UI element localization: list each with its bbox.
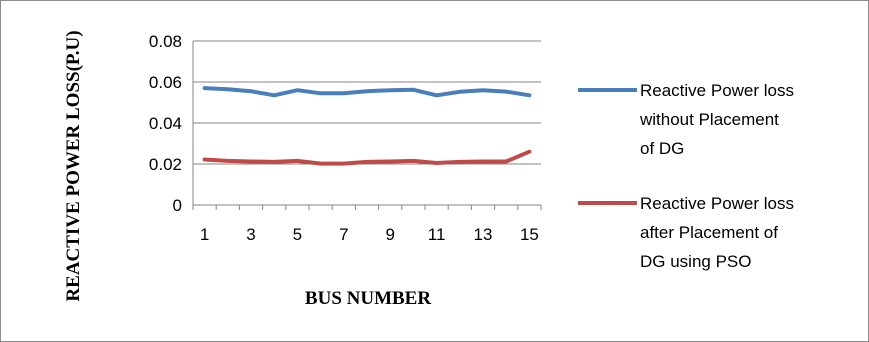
x-tick-label: 1 <box>200 225 209 244</box>
x-tick-label: 9 <box>385 225 394 244</box>
legend-label: of DG <box>640 139 684 158</box>
x-tick-label: 7 <box>339 225 348 244</box>
x-tick-label: 11 <box>428 225 446 244</box>
axes <box>192 41 542 210</box>
y-tick-label: 0.08 <box>149 32 182 51</box>
legend-label: Reactive Power loss <box>640 81 794 100</box>
legend-label: DG using PSO <box>640 252 752 271</box>
series-line-1 <box>202 86 532 98</box>
y-tick-label: 0 <box>173 196 182 215</box>
y-tick-label: 0.02 <box>149 155 182 174</box>
x-tick-label: 3 <box>246 225 255 244</box>
x-axis-title: BUS NUMBER <box>305 288 431 309</box>
legend-label: after Placement of <box>640 223 778 242</box>
x-tick-labels: 1 3 5 7 9 11 13 15 <box>200 225 539 244</box>
y-axis-title: REACTIVE POWER LOSS(P.U) <box>63 30 84 301</box>
series-line-2 <box>202 149 532 166</box>
legend-label: Reactive Power loss <box>640 194 794 213</box>
x-tick-label: 5 <box>293 225 302 244</box>
gridlines <box>193 40 541 165</box>
x-tick-label: 13 <box>474 225 493 244</box>
y-tick-labels: 0 0.02 0.04 0.06 0.08 <box>149 32 182 215</box>
x-tick-label: 15 <box>520 225 539 244</box>
y-tick-label: 0.04 <box>149 114 182 133</box>
y-tick-label: 0.06 <box>149 73 182 92</box>
series-lines <box>202 86 532 166</box>
legend: Reactive Power loss without Placement of D… <box>578 81 794 271</box>
legend-label: without Placement <box>639 110 779 129</box>
